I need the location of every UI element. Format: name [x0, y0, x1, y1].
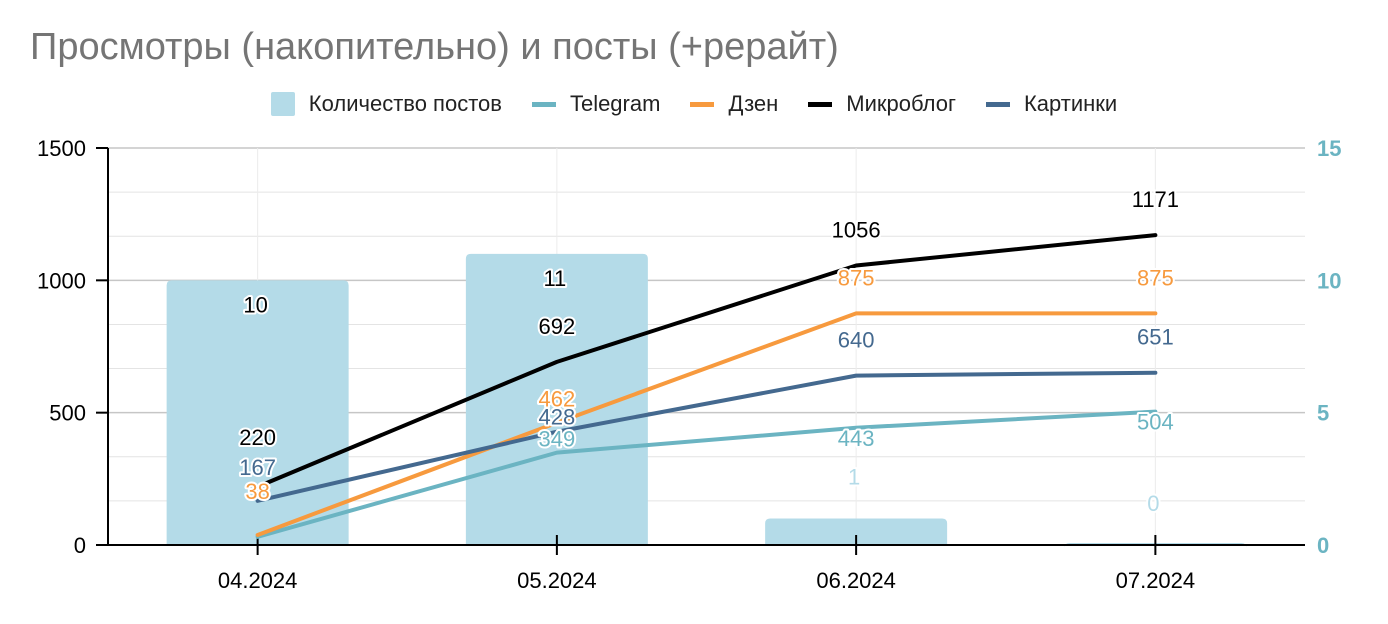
bar-label-posts: 10	[243, 292, 267, 317]
data-label-Картинки: 428	[539, 405, 576, 430]
line-Дзен	[255, 311, 1158, 537]
data-label-Микроблог: 1171	[1132, 187, 1179, 212]
y-right-tick-label: 15	[1317, 136, 1341, 161]
data-label-Картинки: 651	[1137, 325, 1174, 350]
y-left-tick-label: 500	[49, 401, 86, 426]
data-label-Дзен: 462	[539, 387, 576, 412]
x-tick-label: 05.2024	[517, 568, 597, 593]
data-label-Микроблог: 692	[539, 314, 576, 339]
legend-item-images[interactable]: Картинки	[985, 91, 1118, 117]
x-tick-label: 06.2024	[816, 568, 896, 593]
legend-swatch-microblog	[808, 101, 833, 107]
y-left-tick-label: 1000	[37, 268, 86, 293]
legend-label-images: Картинки	[1023, 91, 1118, 116]
x-tick-label: 04.2024	[218, 568, 298, 593]
data-label-Telegram: 349	[539, 427, 576, 452]
data-label-Микроблог: 220	[239, 425, 276, 450]
x-tick-label: 07.2024	[1116, 568, 1196, 593]
data-label-Дзен: 38	[245, 479, 269, 504]
y-right-tick-label: 5	[1317, 401, 1329, 426]
data-label-Картинки: 167	[239, 455, 276, 480]
bar-posts-05.2024	[465, 253, 648, 545]
legend-label-dzen: Дзен	[728, 91, 779, 116]
data-label-Дзен: 875	[1137, 265, 1174, 290]
legend: Количество постов Telegram Дзен Микробло…	[0, 90, 1388, 118]
legend-swatch-telegram	[531, 101, 556, 107]
legend-swatch-images	[985, 101, 1010, 107]
legend-item-posts[interactable]: Количество постов	[270, 91, 502, 117]
legend-swatch-posts	[270, 92, 295, 116]
data-label-Микроблог: 1056	[832, 218, 881, 243]
line-Картинки	[255, 370, 1158, 503]
data-label-Дзен: 875	[838, 265, 875, 290]
chart-title: Просмотры (накопительно) и посты (+рерай…	[30, 26, 839, 68]
bar-label-posts: 1	[848, 465, 860, 490]
legend-label-posts: Количество постов	[308, 91, 502, 116]
legend-item-microblog[interactable]: Микроблог	[808, 91, 956, 117]
y-left-tick-label: 1500	[37, 136, 86, 161]
legend-label-telegram: Telegram	[569, 91, 661, 116]
data-label-Telegram: 443	[838, 426, 875, 451]
legend-label-microblog: Микроблог	[846, 91, 956, 116]
bar-posts-04.2024	[166, 280, 349, 545]
data-label-Картинки: 640	[838, 328, 875, 353]
legend-item-telegram[interactable]: Telegram	[531, 91, 661, 117]
y-right-tick-label: 0	[1317, 533, 1329, 558]
y-right-tick-label: 10	[1317, 268, 1341, 293]
line-Telegram	[255, 409, 1158, 539]
bar-posts-06.2024	[765, 518, 948, 545]
legend-swatch-dzen	[690, 101, 715, 107]
bar-label-posts: 11	[543, 266, 566, 291]
data-label-Telegram: 504	[1137, 410, 1174, 435]
line-Микроблог	[255, 233, 1158, 489]
legend-item-dzen[interactable]: Дзен	[690, 91, 778, 117]
bar-label-posts: 0	[1147, 491, 1159, 516]
y-left-tick-label: 0	[74, 533, 86, 558]
